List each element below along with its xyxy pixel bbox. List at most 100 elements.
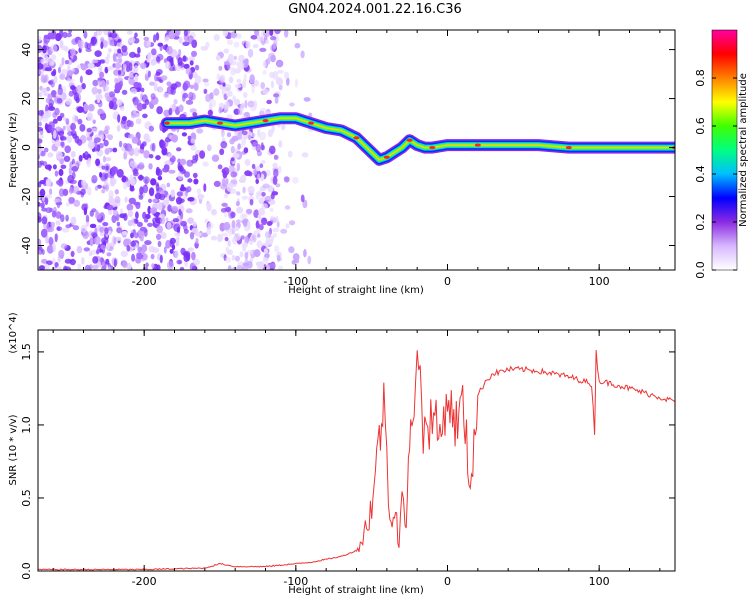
speckle-point xyxy=(159,217,165,225)
speckle-point xyxy=(75,84,83,94)
speckle-point xyxy=(85,69,93,76)
speckle-point xyxy=(106,204,114,211)
speckle-point xyxy=(187,247,194,252)
x-tick-label: 0 xyxy=(444,575,451,588)
speckle-point xyxy=(43,34,49,40)
speckle-point xyxy=(116,168,124,178)
speckle-point xyxy=(94,185,99,191)
speckle-point xyxy=(96,249,100,255)
speckle-point xyxy=(230,70,236,76)
speckle-point xyxy=(194,64,200,71)
speckle-point xyxy=(145,213,151,220)
speckle-point xyxy=(249,257,254,262)
speckle-point xyxy=(106,79,110,86)
speckle-point xyxy=(218,106,223,114)
speckle-point xyxy=(225,178,229,185)
speckle-point xyxy=(45,194,53,199)
speckle-point xyxy=(65,98,73,105)
speckle-point xyxy=(41,216,48,225)
speckle-point xyxy=(52,164,57,170)
speckle-point xyxy=(101,189,106,194)
speckle-point xyxy=(38,238,42,247)
speckle-point xyxy=(100,244,107,250)
speckle-point xyxy=(158,193,166,201)
speckle-point xyxy=(70,250,75,257)
speckle-point xyxy=(185,208,193,214)
speckle-point xyxy=(81,257,85,265)
speckle-point xyxy=(52,243,56,253)
speckle-point xyxy=(73,55,78,62)
speckle-point xyxy=(231,266,238,270)
speckle-point xyxy=(93,137,101,143)
speckle-point xyxy=(104,56,110,65)
speckle-point xyxy=(150,178,155,186)
speckle-point xyxy=(226,90,233,97)
speckle-point xyxy=(107,65,114,71)
speckle-point xyxy=(230,145,235,154)
speckle-point xyxy=(44,122,49,131)
speckle-point xyxy=(113,236,117,245)
speckle-point xyxy=(249,198,254,206)
speckle-point xyxy=(75,96,80,104)
speckle-point xyxy=(142,184,149,194)
speckle-point xyxy=(283,176,290,183)
speckle-point xyxy=(223,48,230,54)
speckle-point xyxy=(266,221,273,226)
speckle-point xyxy=(147,222,153,227)
speckle-point xyxy=(254,80,259,87)
snr-y-ticks: 0.0 0.5 1.0 1.5 xyxy=(20,343,675,580)
speckle-point xyxy=(134,218,139,224)
spectrogram-ridge xyxy=(160,112,675,166)
speckle-point xyxy=(268,263,276,269)
speckle-point xyxy=(133,81,140,89)
speckle-point xyxy=(134,53,141,58)
speckle-point xyxy=(124,196,128,203)
speckle-point xyxy=(202,232,208,238)
speckle-point xyxy=(247,185,255,194)
speckle-point xyxy=(271,191,279,196)
speckle-point xyxy=(258,207,265,216)
speckle-point xyxy=(227,240,232,247)
speckle-point xyxy=(239,178,244,183)
speckle-point xyxy=(123,238,130,247)
speckle-point xyxy=(156,225,163,234)
speckle-point xyxy=(272,71,279,80)
speckle-point xyxy=(251,139,258,147)
snr-y-multiplier: (x10^4) xyxy=(8,312,19,353)
speckle-point xyxy=(156,106,163,115)
speckle-point xyxy=(93,147,98,152)
speckle-point xyxy=(117,53,123,59)
speckle-point xyxy=(261,203,269,210)
speckle-point xyxy=(126,203,134,211)
speckle-point xyxy=(134,65,139,73)
speckle-point xyxy=(110,173,115,180)
speckle-point xyxy=(171,134,179,143)
speckle-point xyxy=(255,228,261,235)
speckle-point xyxy=(99,134,105,141)
speckle-point xyxy=(46,244,54,254)
speckle-point xyxy=(258,131,266,141)
speckle-point xyxy=(267,129,273,138)
speckle-point xyxy=(251,163,256,170)
speckle-point xyxy=(236,206,244,214)
speckle-point xyxy=(168,107,173,116)
speckle-point xyxy=(50,54,57,61)
speckle-point xyxy=(220,183,228,190)
speckle-point xyxy=(89,223,97,229)
speckle-point xyxy=(148,125,154,132)
speckle-point xyxy=(139,186,144,196)
speckle-point xyxy=(65,32,72,38)
speckle-point xyxy=(186,186,192,193)
speckle-point xyxy=(47,226,55,233)
speckle-point xyxy=(67,131,74,137)
colorbar-tick-label: 0.4 xyxy=(694,165,707,183)
speckle-point xyxy=(230,67,236,72)
speckle-point xyxy=(112,53,117,62)
speckle-point xyxy=(258,224,264,231)
speckle-point xyxy=(174,232,181,237)
speckle-point xyxy=(167,153,173,158)
speckle-point xyxy=(97,109,105,114)
speckle-point xyxy=(192,155,196,161)
spectrogram-panel: -200 -100 0 100 40 20 0 -20 -40 Height of strai… xyxy=(8,29,676,296)
